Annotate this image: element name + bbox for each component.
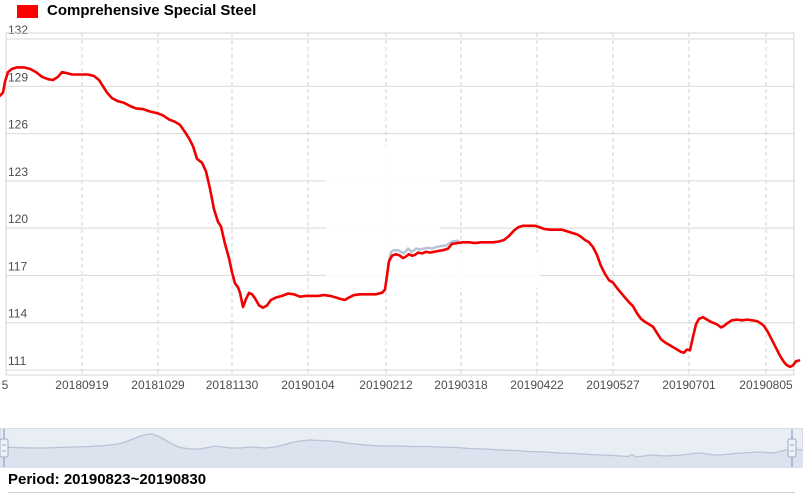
x-axis-label: 20190212 — [359, 378, 413, 392]
y-axis-label: 123 — [8, 165, 28, 179]
series-line[interactable] — [0, 66, 801, 369]
y-axis-label: 114 — [8, 307, 27, 321]
x-axis-label: 20190805 — [739, 378, 793, 392]
navigator-handle-right[interactable] — [787, 429, 797, 467]
y-axis-label: 129 — [8, 70, 28, 84]
x-axis-label: 20190318 — [434, 378, 488, 392]
main-plot-svg[interactable]: 132 129 126 123 120 117 114 111 5 20180919 2018102… — [0, 0, 803, 400]
navigator-svg[interactable] — [0, 427, 803, 469]
y-axis-label: 117 — [8, 259, 27, 273]
x-axis-label: 20190104 — [281, 378, 335, 392]
tooltip-remnant — [326, 146, 440, 285]
legend-label: Comprehensive Special Steel — [47, 2, 257, 19]
x-axis-label: 5 — [2, 378, 9, 392]
period-label: Period: 20190823~20190830 — [8, 469, 795, 493]
y-axis-label: 111 — [8, 354, 27, 368]
x-axis-label: 20181029 — [131, 378, 185, 392]
x-axis-label: 20190701 — [662, 378, 716, 392]
navigator-area — [0, 434, 803, 468]
navigator-line — [0, 433, 803, 458]
y-axis-label: 132 — [8, 23, 28, 37]
x-axis-label: 20190527 — [586, 378, 640, 392]
y-axis-label: 120 — [8, 212, 28, 226]
navigator-handle-left[interactable] — [0, 429, 9, 467]
plot-border — [5, 32, 795, 376]
price-chart[interactable]: 132 129 126 123 120 117 114 111 5 20180919 2018102… — [0, 0, 803, 400]
ghost-series-line — [386, 239, 460, 268]
navigator[interactable] — [0, 427, 803, 469]
x-axis-label: 20180919 — [55, 378, 109, 392]
x-axis-label: 20190422 — [510, 378, 564, 392]
legend[interactable]: Comprehensive Special Steel — [17, 2, 256, 20]
y-axis-label: 126 — [8, 118, 28, 132]
tooltip-remnant — [436, 252, 540, 288]
x-axis-label: 20181130 — [206, 378, 259, 392]
legend-swatch-icon — [17, 4, 38, 18]
